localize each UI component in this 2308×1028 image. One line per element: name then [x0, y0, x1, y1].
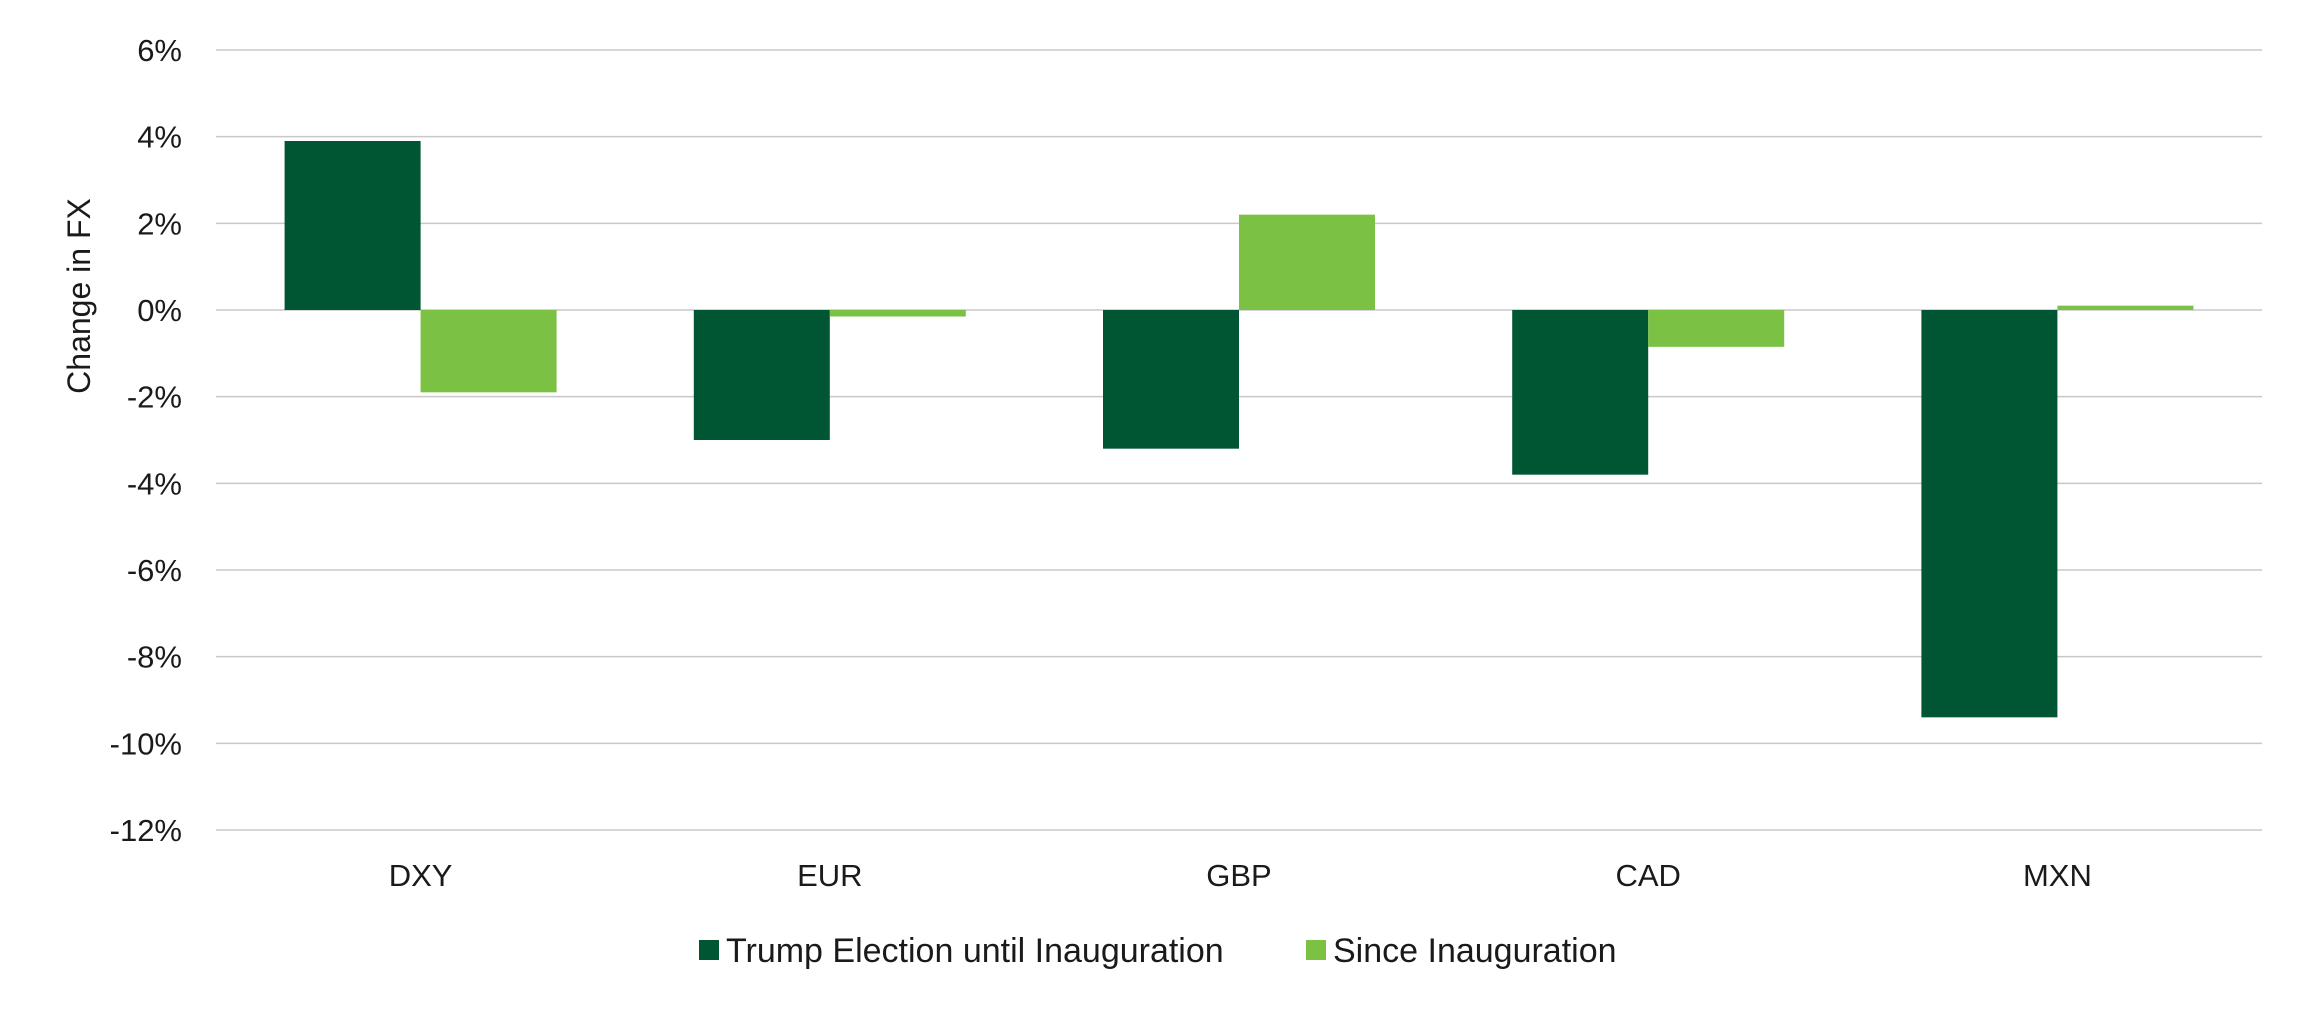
y-tick-label: -10% [110, 726, 182, 761]
y-axis-title: Change in FX [61, 198, 97, 394]
x-axis-categories: DXY EUR GBP CAD MXN [389, 858, 2092, 893]
bars [284, 141, 2194, 718]
y-tick-label: 4% [137, 120, 182, 155]
legend-swatch [1306, 940, 1326, 960]
x-category-label: MXN [2023, 858, 2092, 893]
y-tick-label: 2% [137, 206, 182, 241]
y-axis-ticks: 6% 4% 2% 0% -2% -4% -6% -8% -10% -12% [110, 33, 182, 848]
bar-cad-series-2 [1648, 310, 1785, 347]
x-category-label: EUR [797, 858, 862, 893]
bar-gbp-series-2 [1239, 214, 1375, 310]
x-category-label: CAD [1615, 858, 1680, 893]
y-tick-label: -8% [127, 640, 182, 675]
y-tick-label: 6% [137, 33, 182, 68]
bar-eur-series-1 [693, 310, 830, 440]
y-tick-label: -4% [127, 466, 182, 501]
x-category-label: DXY [389, 858, 453, 893]
bar-gbp-series-1 [1103, 310, 1239, 449]
legend: Trump Election until Inauguration Since I… [699, 932, 1617, 970]
y-tick-label: 0% [137, 293, 182, 328]
bar-cad-series-1 [1512, 310, 1649, 475]
legend-label: Trump Election until Inauguration [726, 932, 1224, 970]
y-tick-label: -12% [110, 813, 182, 848]
legend-label: Since Inauguration [1333, 932, 1617, 970]
bar-mxn-series-2 [2057, 305, 2194, 310]
y-tick-label: -6% [127, 553, 182, 588]
bar-dxy-series-1 [284, 141, 421, 310]
x-category-label: GBP [1206, 858, 1271, 893]
bar-mxn-series-1 [1921, 310, 2058, 718]
legend-swatch [699, 940, 719, 960]
y-tick-label: -2% [127, 380, 182, 415]
bar-dxy-series-2 [420, 310, 557, 393]
bar-eur-series-2 [829, 310, 966, 317]
